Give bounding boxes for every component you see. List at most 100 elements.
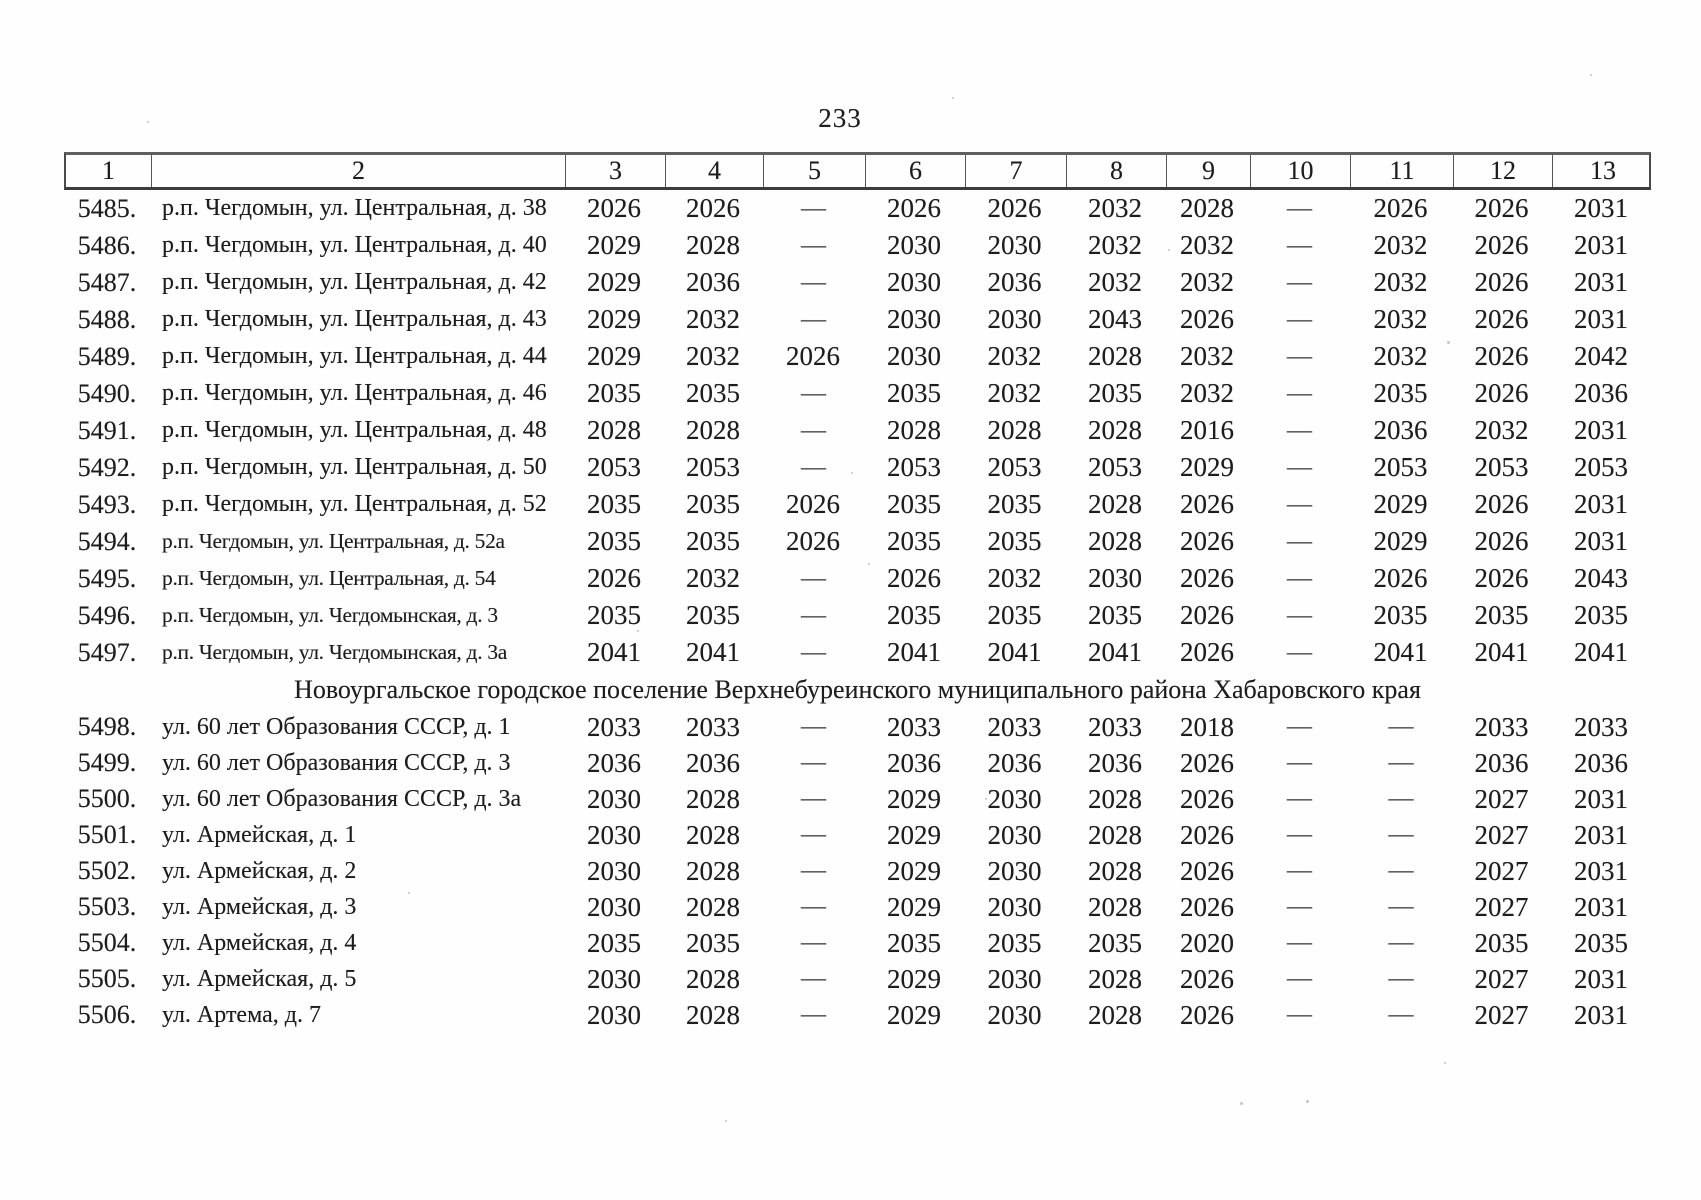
- value-cell-dash: —: [801, 929, 826, 956]
- value-cell: 2042: [1574, 341, 1628, 371]
- value-cell: 2030: [1088, 563, 1142, 593]
- value-cell: 2053: [987, 452, 1042, 482]
- address-cell: р.п. Чегдомын, ул. Центральная, д. 52: [162, 491, 547, 517]
- value-cell: 2029: [587, 304, 641, 334]
- value-cell: 2028: [1088, 891, 1142, 922]
- value-cell: 2053: [1088, 452, 1142, 482]
- row-number-cell: 5503.: [77, 892, 137, 921]
- value-cell-dash: —: [1287, 527, 1312, 555]
- value-cell: 2028: [686, 855, 740, 886]
- value-cell: 2053: [686, 452, 740, 482]
- table-row: 5494. р.п. Чегдомын, ул. Центральная, д. …: [64, 523, 1651, 560]
- value-cell: 2035: [987, 927, 1042, 958]
- speck-dot: [700, 688, 702, 690]
- value-cell: 2032: [987, 563, 1042, 593]
- value-cell: 2026: [1180, 999, 1234, 1030]
- value-cell: 2041: [987, 637, 1042, 667]
- value-cell: 2032: [1088, 193, 1142, 223]
- table-row: 5487. р.п. Чегдомын, ул. Центральная, д. …: [64, 264, 1651, 301]
- row-number-cell: 5490.: [77, 378, 137, 408]
- value-cell: 2030: [887, 341, 941, 371]
- value-cell: 2041: [1474, 637, 1529, 667]
- value-cell-dash: —: [1388, 1001, 1414, 1028]
- value-cell: 2032: [987, 341, 1042, 371]
- value-cell-dash: —: [801, 305, 826, 333]
- value-cell: 2032: [686, 563, 740, 593]
- value-cell: 2033: [987, 711, 1042, 742]
- row-number-cell: 5506.: [77, 1000, 137, 1029]
- value-cell: 2029: [1373, 489, 1428, 519]
- value-cell: 2029: [887, 999, 941, 1030]
- value-cell: 2026: [1373, 563, 1428, 593]
- value-cell: 2035: [1474, 927, 1529, 958]
- value-cell: 2026: [1474, 341, 1529, 371]
- value-cell: 2026: [1180, 963, 1234, 994]
- value-cell: 2035: [887, 526, 941, 556]
- value-cell: 2026: [1474, 563, 1529, 593]
- value-cell-dash: —: [801, 857, 826, 884]
- value-cell: 2029: [887, 819, 941, 850]
- value-cell: 2033: [1088, 711, 1142, 742]
- speck-dot: [1306, 1100, 1309, 1103]
- value-cell: 2029: [587, 267, 641, 297]
- table-row: 5506. ул. Артема, д. 7 2030 2028 — 2029 2030 20…: [64, 997, 1651, 1033]
- value-cell-dash: —: [1388, 713, 1414, 740]
- address-cell: р.п. Чегдомын, ул. Центральная, д. 48: [162, 417, 547, 443]
- value-cell: 2032: [1180, 267, 1234, 297]
- value-cell: 2028: [686, 415, 740, 445]
- address-cell: ул. Армейская, д. 3: [162, 893, 357, 920]
- value-cell: 2036: [1373, 415, 1428, 445]
- table-row: 5489. р.п. Чегдомын, ул. Центральная, д. …: [64, 338, 1651, 375]
- table-header-row: 1 2 3 4 5 6 7 8 9 10 11 12 13: [64, 152, 1651, 190]
- value-cell-dash: —: [1287, 416, 1312, 444]
- value-cell: 2036: [987, 267, 1042, 297]
- value-cell: 2031: [1574, 193, 1628, 223]
- table-row: 5493. р.п. Чегдомын, ул. Центральная, д. …: [64, 486, 1651, 523]
- address-cell: ул. Артема, д. 7: [162, 1001, 321, 1028]
- value-cell: 2035: [987, 489, 1042, 519]
- value-cell-dash: —: [801, 453, 826, 481]
- value-cell-dash: —: [1287, 231, 1312, 259]
- value-cell: 2029: [887, 891, 941, 922]
- row-number-cell: 5494.: [77, 526, 137, 556]
- value-cell: 2032: [1088, 230, 1142, 260]
- value-cell-dash: —: [801, 194, 826, 222]
- value-cell: 2035: [887, 927, 941, 958]
- speck-dot: [1590, 74, 1592, 76]
- speck-dot: [637, 630, 639, 632]
- value-cell: 2026: [1180, 783, 1234, 814]
- value-cell: 2031: [1574, 489, 1628, 519]
- value-cell: 2036: [987, 747, 1042, 778]
- value-cell: 2032: [1373, 267, 1428, 297]
- row-number-cell: 5504.: [77, 928, 137, 957]
- value-cell-dash: —: [1287, 194, 1312, 222]
- value-cell: 2035: [686, 378, 740, 408]
- value-cell-dash: —: [1388, 785, 1414, 812]
- value-cell-dash: —: [801, 564, 826, 592]
- value-cell: 2027: [1474, 963, 1529, 994]
- address-cell: ул. Армейская, д. 1: [162, 821, 357, 848]
- value-cell-dash: —: [1388, 893, 1414, 920]
- value-cell: 2035: [887, 489, 941, 519]
- value-cell: 2030: [987, 963, 1042, 994]
- value-cell: 2036: [587, 747, 641, 778]
- value-cell: 2028: [1088, 963, 1142, 994]
- value-cell-dash: —: [1287, 490, 1312, 518]
- table-row: 5502. ул. Армейская, д. 2 2030 2028 — 2029 203…: [64, 853, 1651, 889]
- value-cell: 2030: [887, 304, 941, 334]
- value-cell: 2028: [1088, 999, 1142, 1030]
- value-cell-dash: —: [801, 1001, 826, 1028]
- address-cell: р.п. Чегдомын, ул. Центральная, д. 43: [162, 306, 547, 332]
- value-cell: 2030: [987, 230, 1042, 260]
- schedule-table: 1 2 3 4 5 6 7 8 9 10 11 12 13 5485. р.п. …: [64, 152, 1651, 1033]
- header-cell-3: 3: [566, 155, 666, 187]
- table-row: 5505. ул. Армейская, д. 5 2030 2028 — 2029 203…: [64, 961, 1651, 997]
- value-cell: 2030: [987, 999, 1042, 1030]
- value-cell-dash: —: [1287, 713, 1312, 740]
- header-cell-10: 10: [1251, 155, 1351, 187]
- speck-dot: [1240, 1102, 1243, 1105]
- address-cell: ул. 60 лет Образования СССР, д. 3а: [162, 785, 522, 812]
- value-cell-dash: —: [801, 893, 826, 920]
- address-cell: р.п. Чегдомын, ул. Центральная, д. 52а: [162, 529, 505, 553]
